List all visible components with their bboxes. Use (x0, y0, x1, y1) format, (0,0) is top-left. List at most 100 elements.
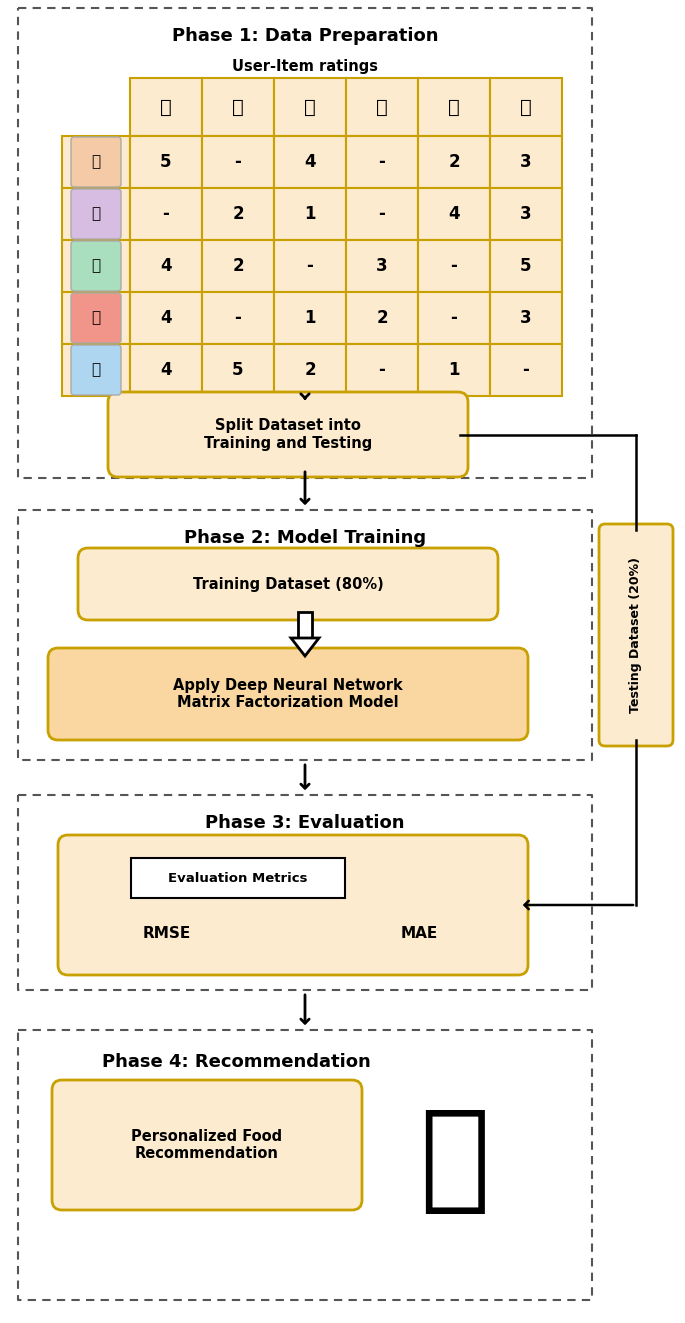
Text: 1: 1 (304, 205, 316, 224)
Text: 5: 5 (520, 257, 532, 275)
Bar (418, 344, 490, 396)
Bar (346, 188, 418, 239)
Text: -: - (234, 153, 241, 171)
Bar (62, 136, 130, 188)
Text: 4: 4 (304, 153, 316, 171)
Text: 3: 3 (520, 205, 532, 224)
Bar (418, 292, 490, 344)
Text: Phase 2: Model Training: Phase 2: Model Training (184, 529, 426, 546)
Bar (346, 239, 418, 292)
Bar (490, 239, 562, 292)
Bar (346, 344, 418, 396)
Text: 2: 2 (376, 310, 388, 327)
FancyBboxPatch shape (78, 548, 498, 620)
Text: -: - (379, 361, 386, 378)
Bar (490, 136, 562, 188)
Bar (346, 136, 418, 188)
Text: -: - (523, 361, 530, 378)
Text: 🍵: 🍵 (232, 98, 244, 116)
Bar (202, 188, 274, 239)
Text: 5: 5 (160, 153, 172, 171)
FancyBboxPatch shape (71, 138, 121, 187)
Text: 🍲: 🍲 (376, 98, 388, 116)
Text: -: - (451, 257, 458, 275)
Text: 3: 3 (520, 153, 532, 171)
Bar (130, 188, 202, 239)
Bar (418, 78, 490, 136)
Text: Personalized Food
Recommendation: Personalized Food Recommendation (132, 1129, 282, 1162)
FancyBboxPatch shape (71, 189, 121, 239)
FancyBboxPatch shape (71, 292, 121, 343)
Text: 👤: 👤 (91, 155, 101, 169)
Bar (418, 239, 490, 292)
Bar (202, 344, 274, 396)
Bar (490, 292, 562, 344)
Bar (62, 188, 130, 239)
Bar (202, 136, 274, 188)
Text: -: - (162, 205, 169, 224)
Bar (490, 78, 562, 136)
Text: 2: 2 (232, 257, 244, 275)
Polygon shape (291, 638, 319, 656)
Text: 2: 2 (304, 361, 316, 378)
Bar (62, 292, 130, 344)
Text: Phase 1: Data Preparation: Phase 1: Data Preparation (172, 26, 438, 45)
Text: 2: 2 (232, 205, 244, 224)
Text: 🌿: 🌿 (304, 98, 316, 116)
Bar (130, 344, 202, 396)
Text: 4: 4 (160, 310, 172, 327)
Bar (274, 239, 346, 292)
Text: Testing Dataset (20%): Testing Dataset (20%) (630, 557, 643, 713)
Text: 4: 4 (160, 257, 172, 275)
Text: -: - (379, 153, 386, 171)
Text: 🍛: 🍛 (520, 98, 532, 116)
Polygon shape (298, 613, 312, 638)
FancyBboxPatch shape (108, 392, 468, 478)
Text: 🧁: 🧁 (160, 98, 172, 116)
Bar (274, 188, 346, 239)
Text: -: - (307, 257, 314, 275)
Bar (130, 239, 202, 292)
Bar (418, 188, 490, 239)
Bar (418, 136, 490, 188)
Text: 4: 4 (160, 361, 172, 378)
Bar (130, 292, 202, 344)
Text: 5: 5 (232, 361, 244, 378)
Bar (62, 344, 130, 396)
Bar (202, 239, 274, 292)
Text: Evaluation Metrics: Evaluation Metrics (169, 872, 308, 885)
Text: Split Dataset into
Training and Testing: Split Dataset into Training and Testing (204, 418, 372, 451)
FancyBboxPatch shape (58, 835, 528, 975)
FancyBboxPatch shape (52, 1080, 362, 1211)
Text: RMSE: RMSE (143, 926, 191, 941)
Bar (202, 292, 274, 344)
Bar (490, 188, 562, 239)
Bar (274, 344, 346, 396)
Text: 👩: 👩 (91, 258, 101, 274)
FancyBboxPatch shape (131, 859, 345, 898)
FancyBboxPatch shape (48, 648, 528, 740)
Text: 2: 2 (448, 153, 460, 171)
Text: 3: 3 (376, 257, 388, 275)
Text: 3: 3 (520, 310, 532, 327)
Text: Training Dataset (80%): Training Dataset (80%) (192, 577, 384, 591)
Text: 👨: 👨 (91, 363, 101, 377)
Bar (346, 292, 418, 344)
Bar (490, 344, 562, 396)
Text: 4: 4 (448, 205, 460, 224)
Text: -: - (379, 205, 386, 224)
Text: 🌽: 🌽 (448, 98, 460, 116)
Bar (62, 239, 130, 292)
Text: 👩: 👩 (91, 206, 101, 221)
Bar (274, 78, 346, 136)
Bar (274, 136, 346, 188)
Text: Apply Deep Neural Network
Matrix Factorization Model: Apply Deep Neural Network Matrix Factori… (173, 677, 403, 710)
Text: Phase 4: Recommendation: Phase 4: Recommendation (102, 1053, 371, 1072)
Bar (274, 292, 346, 344)
FancyBboxPatch shape (71, 241, 121, 291)
Text: 1: 1 (304, 310, 316, 327)
FancyBboxPatch shape (599, 524, 673, 746)
Text: 👦: 👦 (91, 311, 101, 325)
Bar (202, 78, 274, 136)
Bar (130, 78, 202, 136)
